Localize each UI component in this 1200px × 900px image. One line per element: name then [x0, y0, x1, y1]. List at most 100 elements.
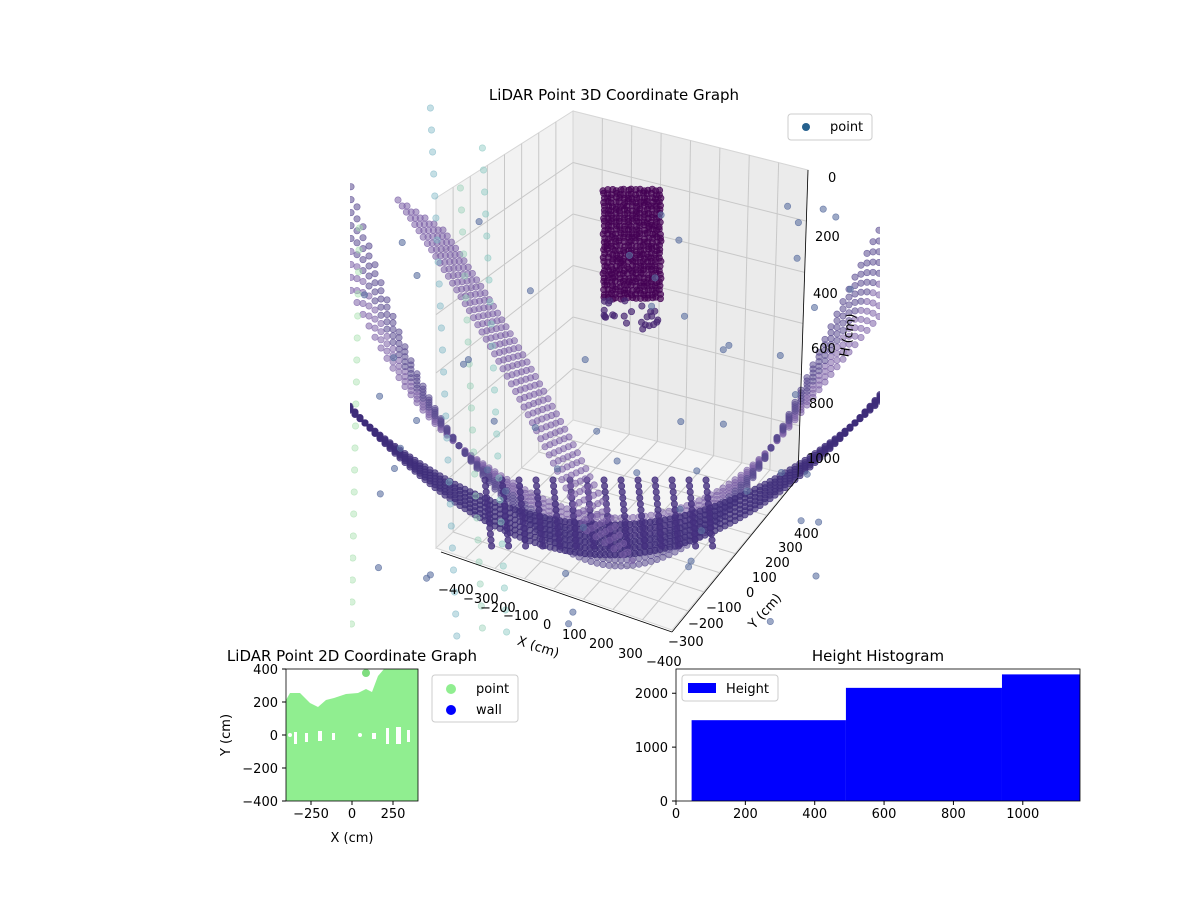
data-point	[354, 312, 362, 320]
data-point	[725, 341, 733, 349]
data-point	[857, 324, 865, 332]
data-point	[371, 279, 379, 287]
data-point	[471, 470, 479, 478]
data-point	[498, 316, 506, 324]
data-point	[350, 510, 358, 518]
data-point	[613, 457, 621, 465]
hist-x-tick-0: 0	[672, 807, 680, 822]
data-point	[365, 322, 373, 330]
x-tick-6: 200	[589, 637, 614, 652]
data-point	[851, 419, 859, 427]
data-point	[654, 506, 662, 514]
data-point	[485, 512, 493, 520]
data-point	[371, 297, 379, 305]
data-point	[552, 506, 560, 514]
data-point	[882, 295, 888, 301]
data-point	[827, 329, 835, 337]
data-point	[875, 313, 880, 320]
data-point	[503, 524, 511, 532]
legend-height-swatch	[688, 683, 716, 693]
data-point	[535, 506, 543, 514]
data-point	[809, 361, 817, 369]
data-point	[342, 163, 348, 169]
grid-line	[769, 162, 780, 470]
data-point	[359, 277, 367, 285]
data-point	[875, 302, 880, 310]
data-point	[599, 497, 607, 505]
data-point	[538, 536, 546, 544]
data-point	[503, 628, 511, 636]
data-point	[565, 433, 573, 441]
data-point	[641, 542, 649, 550]
grid-line	[685, 140, 691, 449]
point-region	[286, 669, 418, 801]
data-point	[623, 562, 631, 570]
data-point	[676, 505, 684, 513]
data-point	[371, 324, 379, 332]
data-point	[776, 351, 784, 359]
data-point	[651, 307, 659, 315]
data-point	[578, 457, 586, 465]
data-point	[365, 302, 373, 310]
data-point	[603, 506, 611, 514]
data-point	[690, 530, 698, 538]
data-point	[383, 310, 391, 318]
data-point	[462, 294, 470, 302]
data-point	[587, 557, 595, 565]
data-point	[845, 317, 853, 325]
data-point	[497, 518, 505, 526]
data-point	[377, 303, 385, 311]
data-point	[656, 295, 664, 303]
x-tick-2: −200	[480, 601, 516, 616]
data-point	[863, 288, 871, 296]
hist-bar-2	[1001, 674, 1080, 801]
data-point	[451, 588, 459, 596]
data-point	[652, 488, 660, 496]
data-point	[412, 208, 420, 216]
data-point	[553, 518, 561, 526]
data-point	[602, 313, 610, 321]
data-point	[536, 518, 544, 526]
data-point	[433, 236, 441, 244]
data-point	[430, 170, 438, 178]
data-point	[481, 289, 489, 297]
data-point	[421, 214, 429, 222]
data-point	[704, 494, 712, 502]
data-point	[767, 444, 775, 452]
data-point	[703, 482, 711, 490]
point-cloud	[342, 104, 888, 640]
data-point	[443, 424, 451, 432]
data-point	[593, 559, 601, 567]
data-point	[377, 295, 385, 303]
data-point	[851, 307, 859, 315]
data-point	[882, 385, 888, 391]
data-point	[794, 219, 802, 227]
data-point	[833, 323, 841, 331]
data-point	[861, 410, 869, 418]
data-point	[360, 291, 368, 299]
data-point	[431, 404, 439, 412]
data-point	[377, 328, 385, 336]
data-point	[353, 263, 361, 271]
data-point	[640, 536, 648, 544]
data-point	[353, 298, 361, 306]
data-point	[653, 555, 661, 563]
data-point	[468, 269, 476, 277]
legend-hist-label-0: Height	[726, 682, 769, 697]
data-point	[351, 466, 359, 474]
data-point	[671, 548, 679, 556]
legend-point-marker	[446, 684, 456, 694]
data-point	[836, 431, 844, 439]
data-point	[554, 530, 562, 538]
data-point	[675, 236, 683, 244]
data-point	[350, 532, 357, 540]
x-tick-5: 100	[562, 628, 587, 643]
data-point	[620, 506, 628, 514]
data-point	[599, 560, 607, 568]
data-point	[749, 474, 757, 482]
z-axis: 0 200 400 600 800 1000 H (cm)	[797, 169, 860, 478]
x-tick-4: 0	[543, 618, 551, 633]
data-point	[633, 469, 641, 477]
data-point	[863, 326, 871, 334]
data-point	[350, 196, 355, 204]
